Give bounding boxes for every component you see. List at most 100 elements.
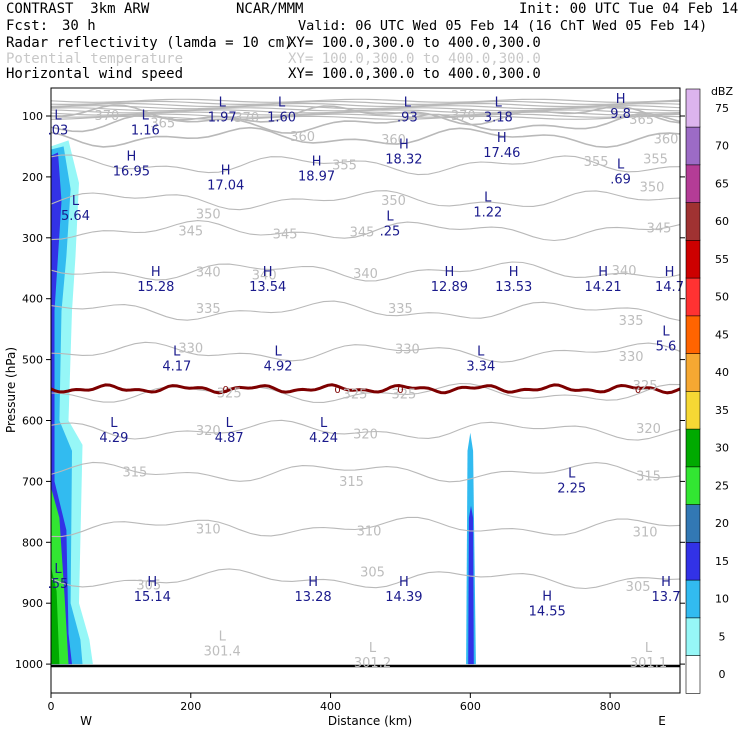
wind-extremum-kind: L bbox=[617, 158, 625, 173]
zero-dbz-line bbox=[51, 383, 680, 395]
west-label: W bbox=[80, 714, 92, 728]
colorbar-swatch bbox=[685, 202, 701, 241]
theta-label: 370 bbox=[94, 109, 119, 124]
theta-contour-upper bbox=[51, 109, 680, 114]
y-tick-label: 900 bbox=[22, 597, 43, 610]
theta-contour-upper bbox=[51, 111, 680, 116]
wind-extremum-kind: L bbox=[495, 96, 503, 111]
zero-line-label: 0 bbox=[635, 385, 641, 396]
theta-label: 340 bbox=[196, 265, 221, 280]
theta-contour-305 bbox=[51, 568, 680, 590]
theta-contour-335 bbox=[51, 300, 680, 322]
wind-extremum-value: 4.29 bbox=[99, 431, 128, 446]
theta-contour-320 bbox=[51, 419, 680, 441]
wind-extremum-kind: H bbox=[665, 265, 675, 280]
wind-extremum-value: 14.21 bbox=[584, 280, 621, 295]
wind-extremum-kind: L bbox=[226, 416, 234, 431]
wind-extremum-value: 2.25 bbox=[557, 481, 586, 496]
wind-extremum-value: 18.97 bbox=[298, 170, 335, 185]
colorbar-label: 10 bbox=[715, 593, 729, 606]
field-2-xy: XY= 100.0,300.0 to 400.0,300.0 bbox=[288, 51, 541, 67]
center-title: NCAR/MMM bbox=[236, 1, 304, 17]
wind-extremum-value: 5.64 bbox=[61, 209, 90, 224]
wind-extremum-kind: L bbox=[484, 191, 492, 206]
zero-line-label: 0 bbox=[397, 385, 403, 396]
wind-extremum-kind: L bbox=[386, 209, 394, 224]
theta-label: 335 bbox=[388, 302, 413, 317]
theta-label: 325 bbox=[217, 387, 242, 402]
theta-label: 315 bbox=[636, 469, 661, 484]
theta-label: 350 bbox=[640, 181, 665, 196]
theta-label: 350 bbox=[196, 207, 221, 222]
field-1-name: Radar reflectivity (lamda = 10 cm) bbox=[6, 35, 293, 51]
theta-label: 335 bbox=[196, 302, 221, 317]
wind-extremum-kind: H bbox=[399, 138, 409, 153]
theta-label: 355 bbox=[643, 153, 668, 168]
theta-contours bbox=[51, 98, 680, 590]
theta-label: 325 bbox=[343, 388, 368, 403]
y-tick-label: 100 bbox=[22, 110, 43, 123]
theta-label: 310 bbox=[633, 525, 658, 540]
wind-extremum-value: .69 bbox=[610, 173, 631, 188]
theta-contour-355 bbox=[51, 154, 680, 176]
theta-contour-350 bbox=[51, 190, 680, 211]
wind-extremum-kind: H bbox=[151, 265, 161, 280]
colorbar-swatch bbox=[685, 579, 701, 619]
colorbar-label: 75 bbox=[715, 102, 729, 115]
wind-extremum-kind: H bbox=[312, 155, 322, 170]
colorbar-swatch bbox=[685, 164, 701, 203]
colorbar-swatch bbox=[685, 541, 701, 581]
theta-label: 340 bbox=[252, 268, 277, 283]
wind-extremum-value: 15.28 bbox=[137, 280, 174, 295]
wind-extremum-kind: H bbox=[308, 575, 318, 590]
east-label: E bbox=[658, 714, 666, 728]
wind-extremum-value: .55 bbox=[48, 577, 69, 592]
wind-extremum-kind: L bbox=[278, 96, 286, 111]
theta-label: 355 bbox=[584, 155, 609, 170]
colorbar-swatch bbox=[685, 315, 701, 354]
valid-time: Valid: 06 UTC Wed 05 Feb 14 (16 ChT Wed … bbox=[298, 18, 708, 34]
y-tick-label: 300 bbox=[22, 232, 43, 245]
wind-extremum-value: 3.34 bbox=[466, 360, 495, 375]
wind-extremum-value: 1.60 bbox=[267, 111, 296, 126]
wind-extremum-kind: L bbox=[568, 466, 576, 481]
fcst-label: Fcst: bbox=[6, 18, 49, 34]
wind-extremum-kind: H bbox=[399, 575, 409, 590]
theta-label: 350 bbox=[381, 194, 406, 209]
wind-extremum-kind: H bbox=[445, 265, 455, 280]
theta-label: 310 bbox=[357, 525, 382, 540]
x-tick-label: 200 bbox=[180, 700, 201, 713]
colorbar-label: 40 bbox=[715, 366, 729, 379]
reflectivity-area-4 bbox=[51, 566, 60, 665]
wind-extremum-kind: L bbox=[173, 345, 181, 360]
wind-extremum-value: 4.24 bbox=[309, 431, 338, 446]
colorbar-swatch bbox=[685, 466, 701, 505]
colorbar: 0 5 10 15 20 25 30 35 40 45 50 55 60 65 70 75 dBZ bbox=[685, 85, 733, 694]
theta-label: 345 bbox=[647, 221, 672, 236]
zero-line-label: 0 bbox=[334, 385, 340, 396]
theta-label: 340 bbox=[612, 264, 637, 279]
wind-extremum-kind: H bbox=[221, 164, 231, 179]
colorbar-label: 35 bbox=[715, 404, 729, 417]
theta-label: 305 bbox=[136, 578, 161, 593]
theta-label: 345 bbox=[273, 228, 298, 243]
theta-contour-325 bbox=[51, 382, 680, 403]
y-axis-label: Pressure (hPa) bbox=[4, 347, 18, 433]
model-title: CONTRAST 3km ARW bbox=[6, 1, 150, 17]
theta-label: 305 bbox=[626, 580, 651, 595]
theta-label: 310 bbox=[196, 522, 221, 537]
y-tick-label: 600 bbox=[22, 415, 43, 428]
theta-label: 360 bbox=[654, 133, 679, 148]
theta-label: 365 bbox=[150, 117, 175, 132]
theta-contour-330 bbox=[51, 341, 680, 363]
theta-label: 320 bbox=[353, 427, 378, 442]
theta-label: 345 bbox=[350, 226, 375, 241]
colorbar-label: 5 bbox=[719, 630, 726, 643]
wind-extremum-value: 9.8 bbox=[610, 107, 631, 122]
theta-label: 315 bbox=[122, 466, 147, 481]
colorbar-label: 60 bbox=[715, 215, 729, 228]
theta-label: 335 bbox=[619, 314, 644, 329]
wind-extremum-kind: L bbox=[662, 325, 670, 340]
theta-label: 320 bbox=[196, 424, 221, 439]
